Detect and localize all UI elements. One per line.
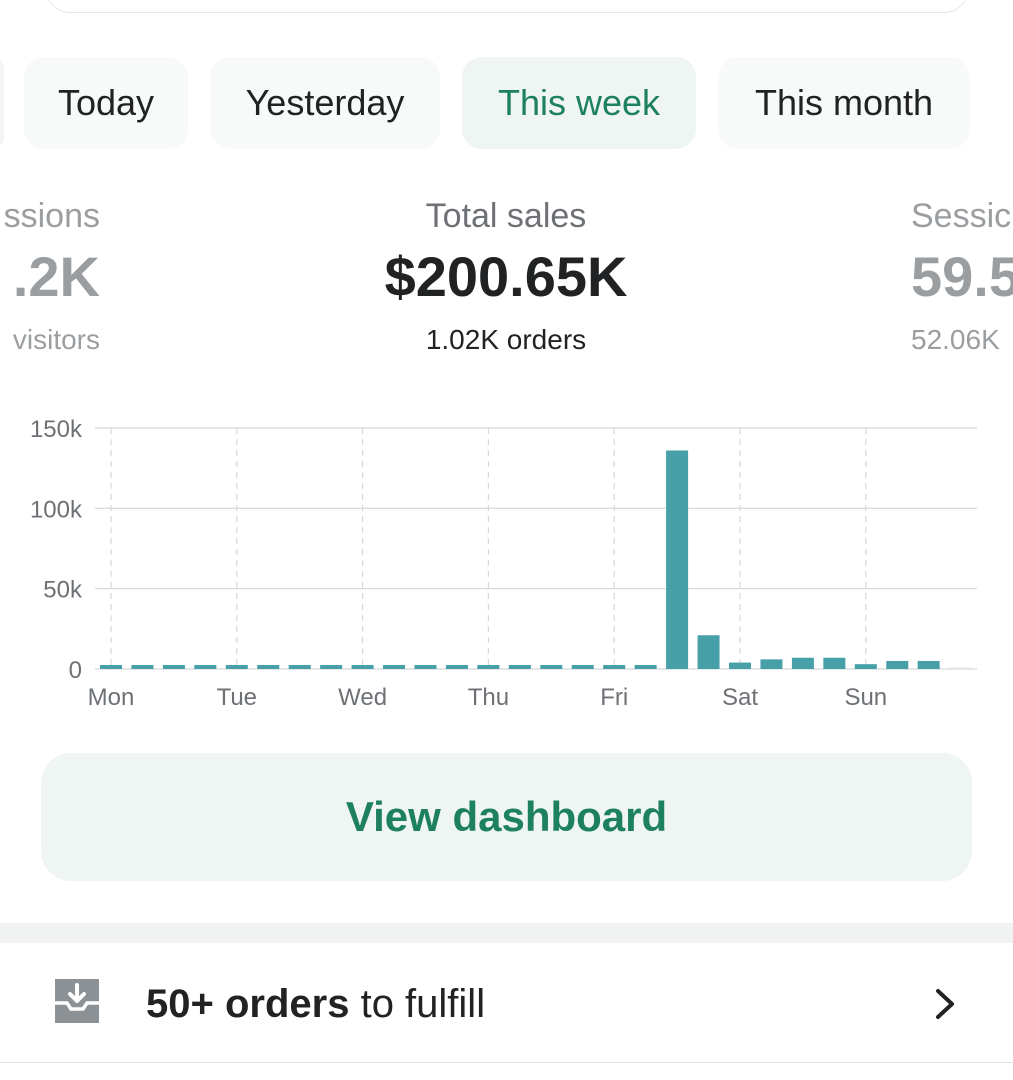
metric-sessions-left[interactable]: ssions .2K visitors (0, 192, 100, 360)
orders-to-fulfill-label: 50+ orders to fulfill (146, 979, 485, 1029)
y-tick-label: 0 (69, 657, 82, 684)
x-tick-label: Sun (844, 684, 887, 711)
chart-bar (949, 667, 972, 669)
tab-previous-partial[interactable] (0, 57, 4, 149)
x-tick-label: Thu (468, 684, 509, 711)
chart-bar (351, 664, 374, 669)
chart-bar (760, 659, 783, 669)
tab-this-month[interactable]: This month (718, 57, 970, 149)
chart-bar (477, 664, 500, 669)
inbox-download-icon (55, 979, 99, 1023)
metric-sessions-right[interactable]: Sessic 59.5 52.06K (911, 192, 1013, 360)
top-card-edge (46, 0, 968, 12)
orders-to-fulfill-row[interactable]: 50+ orders to fulfill (0, 943, 1013, 1063)
x-tick-label: Sat (722, 684, 758, 711)
metric-value: $200.65K (384, 245, 628, 308)
date-range-tabs: Today Yesterday This week This month (0, 57, 1013, 149)
chart-bar (571, 664, 594, 669)
section-divider (0, 923, 1013, 943)
metric-sub: visitors (12, 324, 100, 355)
chart-bar (540, 664, 563, 669)
row-bottom-border (0, 1062, 1013, 1063)
y-tick-label: 50k (43, 577, 83, 604)
chart-bar (729, 662, 751, 669)
chevron-right-icon (936, 989, 954, 1019)
chart-bar (320, 664, 343, 669)
chart-bar (288, 664, 311, 669)
metric-value: .2K (12, 245, 100, 308)
orders-count: 50+ orders (146, 982, 350, 1026)
chart-bar (791, 657, 814, 669)
chart-bar (257, 664, 280, 669)
chart-bar (162, 664, 185, 669)
orders-suffix: to fulfill (349, 982, 486, 1026)
y-tick-label: 100k (30, 496, 83, 523)
metric-sub: 1.02K orders (425, 324, 587, 355)
chart-bar (603, 664, 626, 669)
x-tick-label: Wed (338, 684, 387, 711)
tab-this-week[interactable]: This week (462, 57, 696, 149)
chart-bar (225, 664, 248, 669)
chart-bar (854, 664, 877, 669)
metric-label: Total sales (425, 197, 587, 235)
chart-bar (194, 664, 217, 669)
chart-bar (131, 664, 154, 669)
x-tick-label: Fri (600, 684, 628, 711)
chart-bar (414, 664, 437, 669)
x-tick-label: Tue (217, 684, 257, 711)
metric-label: Sessic (911, 197, 1012, 235)
y-tick-label: 150k (30, 416, 83, 443)
metric-total-sales[interactable]: Total sales $200.65K 1.02K orders (306, 192, 706, 360)
x-tick-label: Mon (88, 684, 135, 711)
chart-bar (100, 664, 122, 669)
chart-bar (697, 635, 720, 669)
metric-value: 59.5 (911, 245, 1013, 308)
chart-bar (445, 664, 468, 669)
chart-bar (634, 664, 657, 669)
chart-bar (383, 664, 406, 669)
chart-bar (508, 664, 531, 669)
chart-bar (917, 660, 940, 669)
view-dashboard-button[interactable]: View dashboard (41, 753, 972, 881)
metric-sub: 52.06K (911, 324, 1000, 355)
chart-bar (666, 450, 689, 669)
metric-label: ssions (3, 197, 100, 235)
chart-bar (886, 660, 909, 669)
tab-today[interactable]: Today (24, 57, 188, 149)
tab-yesterday[interactable]: Yesterday (210, 57, 440, 149)
chart-bar (823, 657, 846, 669)
